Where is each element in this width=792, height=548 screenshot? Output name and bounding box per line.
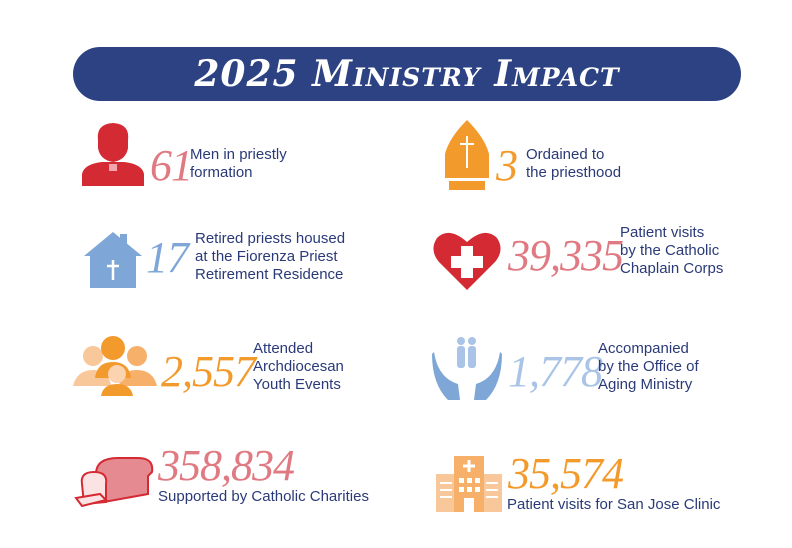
stat-number: 35,574 [508, 449, 624, 498]
stat-label-line: by the Catholic [620, 242, 720, 259]
stat-label-line: at the Fiorenza Priest [195, 248, 338, 265]
stat-label-line: Men in priestly [190, 146, 287, 163]
stat-label-line: Patient visits for San Jose Clinic [507, 496, 721, 513]
stat-label-line: by the Office of [598, 358, 699, 375]
stat-label-line: the priesthood [526, 164, 622, 181]
mitre-icon [445, 120, 489, 190]
stat-label: Patient visits by the Catholic Chaplain … [620, 224, 723, 278]
house-icon [84, 232, 142, 288]
stat-number: 61 [150, 141, 193, 190]
stat-label: Men in priestly formation [190, 146, 287, 182]
heart-cross-icon [433, 232, 501, 290]
stat-label-line: Patient visits [620, 224, 705, 241]
stat-label: Retired priests housed at the Fiorenza P… [195, 230, 345, 284]
stat-label-line: Ordained to [526, 146, 605, 163]
stat-number: 17 [146, 233, 189, 282]
stat-label: Accompanied by the Office of Aging Minis… [598, 340, 699, 394]
stat-label-line: Archdiocesan [253, 358, 344, 375]
caring-hands-icon [432, 337, 502, 400]
priest-icon [82, 123, 144, 186]
stat-label: Ordained to the priesthood [526, 146, 621, 182]
stat-number: 3 [496, 141, 518, 190]
stat-label-line: Chaplain Corps [620, 260, 724, 277]
stat-label: Supported by Catholic Charities [158, 488, 369, 506]
stat-number: 2,557 [161, 347, 256, 396]
youth-group-icon [73, 336, 157, 396]
bread-icon [74, 457, 154, 508]
stat-label-line: Retired priests housed [195, 230, 346, 247]
hospital-icon [436, 456, 502, 512]
stat-label-line: Retirement Residence [195, 266, 344, 283]
stat-label-line: formation [190, 164, 253, 181]
stat-label-line: Attended [253, 340, 314, 357]
title-banner: 2025 Ministry Impact [73, 47, 741, 101]
stat-label-line: Accompanied [598, 340, 689, 357]
page-title: 2025 Ministry Impact [194, 53, 620, 95]
stat-label-line: Youth Events [253, 376, 341, 393]
stat-number: 358,834 [158, 441, 295, 490]
stat-label-line: Aging Ministry [598, 376, 693, 393]
stat-label-line: Supported by Catholic Charities [158, 488, 369, 505]
stat-label: Attended Archdiocesan Youth Events [253, 340, 344, 394]
stat-number: 39,335 [508, 231, 624, 280]
stat-label: Patient visits for San Jose Clinic [507, 496, 720, 514]
stat-number: 1,778 [508, 347, 603, 396]
